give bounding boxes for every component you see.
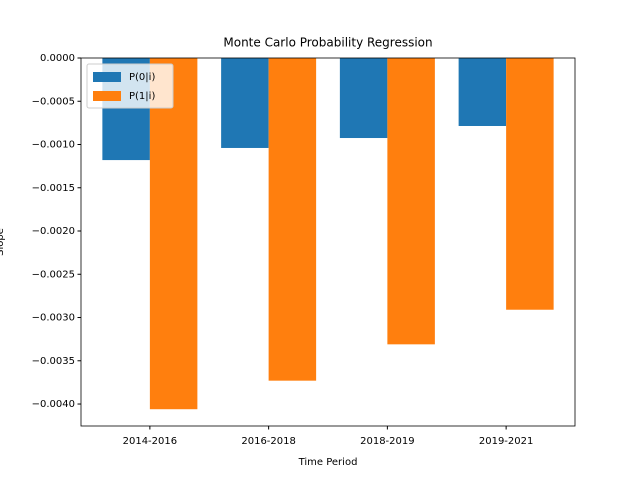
x-axis-label: Time Period [298, 457, 358, 468]
x-tick-label: 2016-2018 [241, 436, 296, 447]
axes-frame [80, 57, 576, 427]
legend-swatch [93, 91, 121, 101]
y-tick-label: −0.0040 [32, 399, 75, 410]
chart-title: Monte Carlo Probability Regression [223, 36, 432, 50]
bar [339, 58, 388, 139]
y-tick-label: −0.0025 [32, 269, 75, 280]
x-tick-label: 2014-2016 [123, 436, 178, 447]
y-tick-label: −0.0005 [32, 96, 75, 107]
bar [149, 58, 198, 410]
bar [458, 58, 507, 126]
y-axis-label: Slope [0, 228, 6, 256]
y-tick-label: −0.0030 [32, 313, 75, 324]
legend-label: P(0|i) [129, 72, 155, 83]
y-tick-label: −0.0015 [32, 183, 75, 194]
y-tick-label: −0.0010 [32, 140, 75, 151]
x-tick-label: 2018-2019 [360, 436, 415, 447]
bar [268, 58, 317, 381]
y-tick-label: −0.0035 [32, 356, 75, 367]
legend-label: P(1|i) [129, 91, 155, 102]
bar [387, 58, 435, 345]
bar [221, 58, 269, 148]
y-tick-label: −0.0020 [32, 226, 75, 237]
y-tick-label: 0.0000 [40, 53, 75, 64]
x-tick-label: 2019-2021 [479, 436, 534, 447]
bar [506, 58, 554, 310]
legend-swatch [93, 72, 121, 82]
